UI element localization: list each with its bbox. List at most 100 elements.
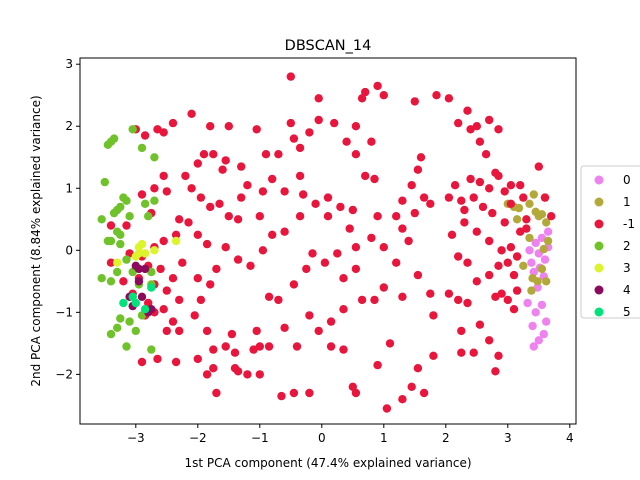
data-point-cluster--1 bbox=[230, 364, 240, 373]
data-point-cluster--1 bbox=[407, 181, 416, 190]
data-point-cluster--1 bbox=[348, 382, 357, 391]
data-point-cluster--1 bbox=[193, 354, 202, 364]
data-point-cluster--1 bbox=[196, 193, 206, 202]
data-point-cluster--1 bbox=[370, 295, 379, 305]
data-point-cluster--1 bbox=[367, 233, 376, 243]
data-point-cluster--1 bbox=[119, 277, 128, 286]
data-point-cluster-0 bbox=[537, 233, 547, 243]
data-point-cluster--1 bbox=[469, 348, 478, 357]
data-point-cluster--1 bbox=[348, 205, 357, 215]
data-point-cluster--1 bbox=[419, 193, 429, 202]
legend-marker bbox=[594, 263, 604, 273]
data-point-cluster--1 bbox=[314, 115, 323, 125]
data-point-cluster--1 bbox=[268, 174, 277, 184]
legend-marker bbox=[594, 241, 604, 251]
data-point-cluster--1 bbox=[264, 292, 274, 301]
data-point-cluster--1 bbox=[224, 122, 233, 131]
data-point-cluster--1 bbox=[314, 326, 323, 336]
data-point-cluster--1 bbox=[230, 348, 240, 357]
data-point-cluster--1 bbox=[547, 212, 556, 221]
data-point-cluster--1 bbox=[494, 125, 503, 134]
data-point-cluster-0 bbox=[540, 255, 550, 264]
data-point-cluster--1 bbox=[506, 243, 516, 252]
legend-marker bbox=[594, 175, 604, 185]
x-tick-label: 1 bbox=[380, 431, 388, 445]
legend-label: -1 bbox=[623, 217, 635, 231]
data-point-cluster--1 bbox=[336, 202, 345, 212]
data-point-cluster-0 bbox=[523, 298, 532, 308]
data-point-cluster--1 bbox=[534, 162, 543, 171]
data-point-cluster--1 bbox=[522, 215, 531, 224]
data-point-cluster-4 bbox=[137, 292, 147, 301]
data-point-cluster-5 bbox=[119, 298, 128, 308]
data-point-cluster--1 bbox=[144, 298, 153, 308]
data-point-cluster--1 bbox=[410, 208, 419, 218]
data-point-cluster-0 bbox=[531, 238, 540, 248]
data-point-cluster--1 bbox=[206, 122, 215, 131]
data-point-cluster-2 bbox=[131, 326, 140, 336]
data-point-cluster--1 bbox=[159, 305, 168, 314]
legend-marker bbox=[594, 219, 604, 229]
data-point-cluster--1 bbox=[404, 236, 413, 246]
x-tick-label: 2 bbox=[442, 431, 450, 445]
data-point-cluster--1 bbox=[258, 246, 268, 255]
data-point-cluster--1 bbox=[150, 184, 159, 193]
data-point-cluster-4 bbox=[140, 264, 150, 274]
data-point-cluster--1 bbox=[475, 137, 485, 146]
data-point-cluster--1 bbox=[237, 193, 246, 202]
data-point-cluster--1 bbox=[351, 243, 361, 252]
data-point-cluster--1 bbox=[326, 342, 336, 351]
data-point-cluster-2 bbox=[116, 230, 125, 239]
data-point-cluster--1 bbox=[447, 230, 457, 239]
y-tick-label: −2 bbox=[55, 367, 73, 381]
data-point-cluster--1 bbox=[450, 181, 460, 190]
data-point-cluster--1 bbox=[302, 264, 311, 274]
data-point-cluster--1 bbox=[512, 252, 522, 261]
data-point-cluster--1 bbox=[209, 345, 218, 354]
data-point-cluster--1 bbox=[469, 193, 478, 202]
data-point-cluster--1 bbox=[379, 243, 388, 252]
x-axis-ticks: −3 −2 −1 0 1 2 3 4 bbox=[127, 424, 574, 445]
data-point-cluster--1 bbox=[475, 320, 485, 329]
data-point-cluster--1 bbox=[472, 122, 481, 131]
data-point-cluster--1 bbox=[168, 317, 178, 326]
data-point-cluster--1 bbox=[153, 125, 162, 134]
data-point-cluster--1 bbox=[373, 81, 382, 91]
data-point-cluster--1 bbox=[286, 72, 295, 81]
data-point-cluster-0 bbox=[529, 342, 538, 351]
data-point-cluster--1 bbox=[351, 388, 361, 398]
data-point-cluster--1 bbox=[463, 106, 472, 115]
data-point-cluster--1 bbox=[252, 326, 261, 336]
data-point-cluster--1 bbox=[485, 336, 494, 345]
data-point-cluster-1 bbox=[527, 286, 536, 295]
data-point-cluster--1 bbox=[503, 295, 512, 305]
data-point-cluster--1 bbox=[351, 122, 361, 131]
data-point-cluster-2 bbox=[147, 345, 156, 354]
data-point-cluster--1 bbox=[339, 305, 348, 314]
data-point-cluster-1 bbox=[542, 218, 551, 227]
x-axis-label: 1st PCA component (47.4% explained varia… bbox=[184, 456, 471, 470]
data-point-cluster--1 bbox=[512, 286, 522, 295]
chart-title: DBSCAN_14 bbox=[285, 38, 372, 54]
data-point-cluster--1 bbox=[178, 258, 187, 267]
data-point-cluster--1 bbox=[379, 91, 388, 100]
data-point-cluster-2 bbox=[122, 196, 131, 205]
data-point-cluster--1 bbox=[196, 295, 206, 305]
data-point-cluster--1 bbox=[175, 295, 184, 305]
x-tick-label: −3 bbox=[127, 431, 145, 445]
data-point-cluster--1 bbox=[457, 196, 466, 205]
data-point-cluster--1 bbox=[426, 289, 435, 298]
data-point-cluster--1 bbox=[339, 345, 348, 354]
data-point-cluster--1 bbox=[212, 388, 221, 398]
data-point-cluster--1 bbox=[280, 187, 289, 196]
y-tick-label: 0 bbox=[65, 243, 73, 257]
data-point-cluster-0 bbox=[534, 336, 543, 345]
data-point-cluster-0 bbox=[533, 283, 542, 292]
data-point-cluster--1 bbox=[233, 215, 243, 224]
data-point-cluster-5 bbox=[147, 283, 156, 292]
data-point-cluster--1 bbox=[509, 305, 519, 314]
data-point-cluster--1 bbox=[224, 212, 233, 221]
data-point-cluster-5 bbox=[140, 305, 150, 314]
data-points bbox=[97, 72, 556, 413]
